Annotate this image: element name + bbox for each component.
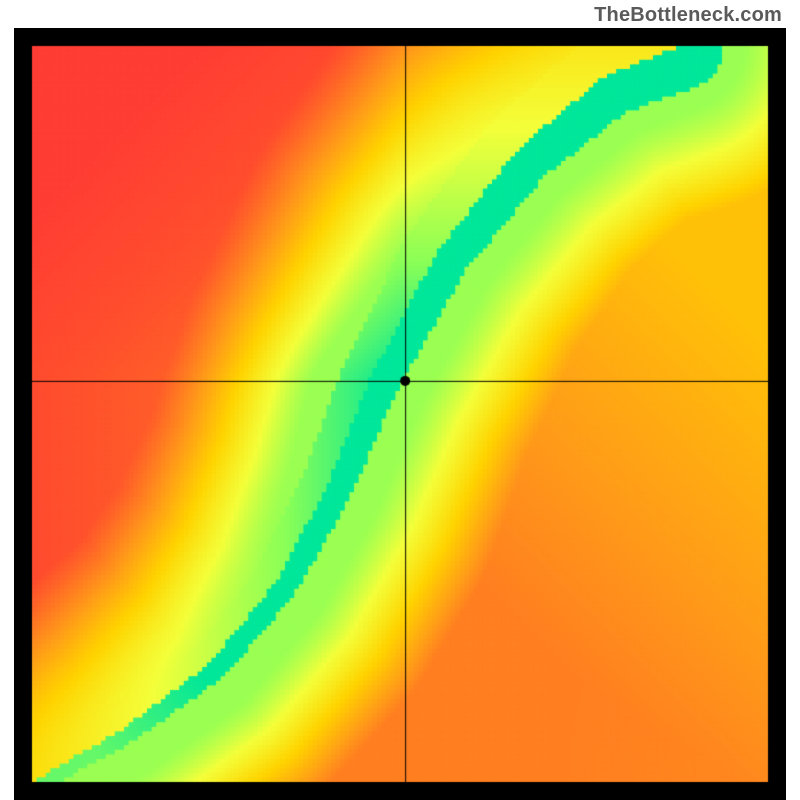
heatmap-chart — [14, 28, 786, 800]
heatmap-canvas — [14, 28, 786, 800]
watermark-text: TheBottleneck.com — [594, 4, 782, 27]
root: TheBottleneck.com — [0, 0, 800, 800]
